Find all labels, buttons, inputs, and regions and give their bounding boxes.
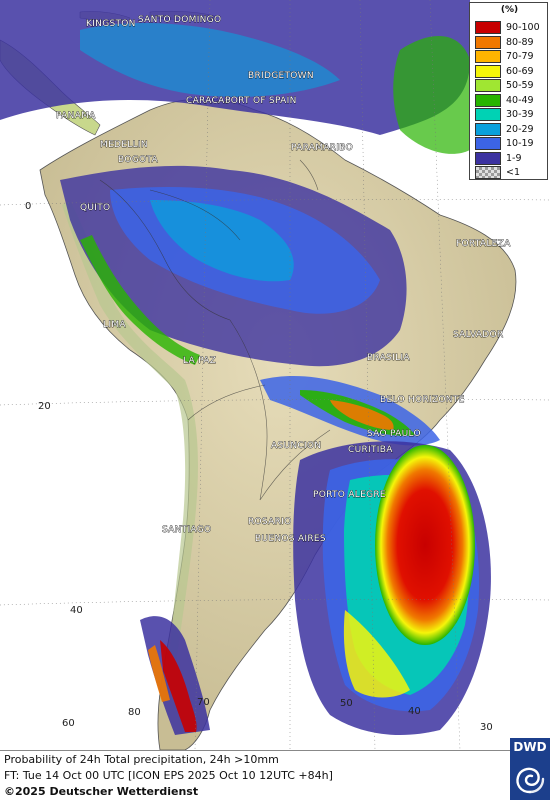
legend-swatch bbox=[475, 50, 501, 63]
legend-label: 90-100 bbox=[506, 22, 540, 33]
city-label: FORTALEZA bbox=[456, 239, 511, 249]
legend-unit: (%) bbox=[500, 5, 519, 15]
legend-row: 40-49 bbox=[475, 93, 547, 107]
rain-system-core bbox=[375, 445, 475, 645]
city-label: PORT OF SPAIN bbox=[225, 96, 297, 106]
country-borders bbox=[99, 159, 331, 501]
rain-patagonia-mid bbox=[148, 645, 170, 702]
footer: Probability of 24h Total precipitation, … bbox=[0, 750, 510, 800]
legend-row: 60-69 bbox=[475, 64, 547, 78]
legend-row: 70-79 bbox=[475, 50, 547, 63]
forecast-time: FT: Tue 14 Oct 00 UTC [ICON EPS 2025 Oct… bbox=[4, 769, 333, 782]
legend-swatch bbox=[475, 64, 501, 78]
legend-row: 90-100 bbox=[475, 21, 547, 34]
city-label: CURITIBA bbox=[348, 445, 393, 455]
legend-swatch bbox=[475, 137, 501, 150]
dwd-swirl-icon bbox=[516, 767, 545, 794]
grid-label-lon-30: 30 bbox=[480, 722, 493, 733]
rain-patagonia-core bbox=[160, 640, 197, 732]
city-label: SAO PAULO bbox=[367, 429, 421, 439]
legend-row: 20-29 bbox=[475, 122, 547, 136]
rain-field-east-atlantic bbox=[393, 36, 470, 154]
city-label: PARAMARIBO bbox=[291, 143, 353, 153]
city-label: BUENOS AIRES bbox=[255, 534, 326, 544]
legend-label: 40-49 bbox=[506, 94, 534, 106]
legend-row: 50-59 bbox=[475, 79, 547, 92]
legend-label: 10-19 bbox=[506, 138, 534, 149]
legend-label: 20-29 bbox=[506, 123, 534, 135]
city-label: SANTIAGO bbox=[162, 525, 211, 535]
city-label: ASUNCION bbox=[271, 441, 321, 451]
city-label: BRASILIA bbox=[367, 353, 410, 363]
legend-row: 10-19 bbox=[475, 137, 547, 150]
rain-field-amazon-cyan bbox=[150, 200, 294, 282]
city-label: BRIDGETOWN bbox=[248, 71, 314, 81]
legend-swatch bbox=[475, 21, 501, 34]
city-label: ROSARIO bbox=[248, 517, 291, 527]
legend-row: 1-9 bbox=[475, 151, 547, 165]
grid-label-lon-50: 50 bbox=[340, 698, 353, 709]
legend-swatch bbox=[475, 79, 501, 92]
legend-label: 1-9 bbox=[506, 152, 522, 164]
city-label: LIMA bbox=[103, 320, 126, 330]
legend-label: <1 bbox=[506, 167, 521, 178]
legend-row: <1 bbox=[475, 166, 547, 179]
rain-field-andes bbox=[80, 235, 200, 365]
city-label: SALVADOR bbox=[453, 330, 503, 340]
city-label: PANAMA bbox=[56, 111, 96, 121]
graticule bbox=[0, 0, 550, 750]
city-label: KINGSTON bbox=[86, 19, 136, 29]
grid-label-lon-40: 40 bbox=[408, 706, 421, 717]
legend-row: 30-39 bbox=[475, 108, 547, 121]
legend-swatch bbox=[475, 166, 501, 179]
legend-label: 60-69 bbox=[506, 65, 534, 77]
grid-label-lon-80: 80 bbox=[128, 707, 141, 718]
rain-field-caribbean bbox=[80, 23, 340, 97]
legend-label: 50-59 bbox=[506, 80, 534, 91]
legend-label: 80-89 bbox=[506, 36, 534, 48]
city-label: BOGOTA bbox=[118, 155, 158, 165]
city-label: QUITO bbox=[80, 203, 110, 213]
city-label: LA PAZ bbox=[183, 356, 216, 366]
rain-system-tail bbox=[343, 610, 410, 698]
dwd-logo: DWD bbox=[510, 738, 550, 800]
legend-swatch bbox=[475, 35, 501, 49]
legend-swatch bbox=[475, 108, 501, 121]
grid-label-lat-20: 20 bbox=[38, 401, 51, 412]
city-label: BELO HORIZONTE bbox=[380, 395, 465, 405]
legend-swatch bbox=[475, 151, 501, 165]
legend-swatch bbox=[475, 122, 501, 136]
grid-label-lon-70: 70 bbox=[197, 697, 210, 708]
city-label: SANTO DOMINGO bbox=[138, 15, 221, 25]
legend-label: 30-39 bbox=[506, 109, 534, 120]
grid-label-lat-40: 40 bbox=[70, 605, 83, 616]
grid-label-lat-0: 0 bbox=[25, 201, 31, 212]
legend-label: 70-79 bbox=[506, 51, 534, 62]
legend-row: 80-89 bbox=[475, 35, 547, 49]
city-label: CARACAS bbox=[186, 96, 231, 106]
city-label: PORTO ALEGRE bbox=[313, 490, 386, 500]
grid-label-lon-60: 60 bbox=[62, 718, 75, 729]
rain-band-southeast-hot bbox=[330, 400, 394, 430]
legend: (%) 90-100 80-89 70-79 60-69 50-59 40-49 30-39… bbox=[469, 2, 548, 180]
precipitation-map: 0 20 40 70 80 60 50 40 30 KINGSTON SANTO… bbox=[0, 0, 550, 750]
copyright: ©2025 Deutscher Wetterdienst bbox=[4, 785, 199, 798]
map-title: Probability of 24h Total precipitation, … bbox=[4, 753, 279, 766]
legend-swatch bbox=[475, 93, 501, 107]
city-label: MEDELLIN bbox=[100, 140, 148, 150]
dwd-logo-text: DWD bbox=[513, 740, 547, 754]
